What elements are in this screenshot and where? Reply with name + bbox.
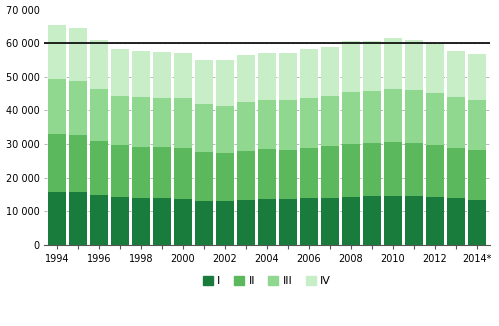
Bar [300, 97, 318, 148]
Bar [69, 28, 87, 81]
Bar [174, 199, 192, 245]
Bar [300, 148, 318, 198]
Bar [426, 93, 444, 145]
Bar [195, 104, 213, 152]
Bar [384, 89, 402, 142]
Bar [216, 201, 234, 245]
Bar [342, 143, 360, 197]
Bar [405, 196, 423, 245]
Bar [132, 198, 150, 245]
Bar [258, 52, 276, 99]
Bar [153, 198, 171, 245]
Bar [258, 149, 276, 199]
Bar [132, 147, 150, 198]
Bar [90, 40, 108, 89]
Bar [195, 201, 213, 245]
Bar [447, 148, 465, 198]
Bar [69, 135, 87, 192]
Bar [363, 41, 381, 91]
Bar [69, 192, 87, 245]
Bar [447, 198, 465, 245]
Bar [111, 145, 129, 197]
Bar [468, 150, 486, 200]
Bar [384, 196, 402, 245]
Bar [468, 200, 486, 245]
Bar [90, 89, 108, 141]
Bar [237, 200, 255, 245]
Bar [237, 151, 255, 200]
Bar [405, 142, 423, 196]
Bar [342, 41, 360, 92]
Bar [237, 102, 255, 151]
Bar [426, 145, 444, 197]
Bar [342, 92, 360, 143]
Bar [426, 44, 444, 93]
Bar [153, 147, 171, 198]
Bar [300, 49, 318, 97]
Bar [447, 97, 465, 148]
Bar [384, 142, 402, 196]
Bar [174, 148, 192, 199]
Bar [195, 60, 213, 104]
Bar [279, 53, 297, 100]
Bar [90, 141, 108, 195]
Bar [153, 97, 171, 147]
Bar [468, 54, 486, 100]
Bar [258, 199, 276, 245]
Bar [174, 52, 192, 98]
Bar [69, 81, 87, 135]
Bar [153, 52, 171, 97]
Bar [468, 100, 486, 150]
Bar [405, 40, 423, 90]
Bar [363, 196, 381, 245]
Bar [111, 197, 129, 245]
Bar [363, 143, 381, 196]
Bar [132, 97, 150, 147]
Bar [279, 199, 297, 245]
Bar [279, 150, 297, 199]
Legend: I, II, III, IV: I, II, III, IV [199, 272, 335, 291]
Bar [447, 51, 465, 97]
Bar [195, 152, 213, 201]
Bar [300, 198, 318, 245]
Bar [48, 25, 66, 79]
Bar [405, 90, 423, 142]
Bar [384, 38, 402, 89]
Bar [216, 60, 234, 106]
Bar [426, 197, 444, 245]
Bar [321, 47, 339, 96]
Bar [132, 51, 150, 97]
Bar [48, 134, 66, 192]
Bar [321, 96, 339, 146]
Bar [363, 91, 381, 143]
Bar [111, 96, 129, 145]
Bar [174, 98, 192, 148]
Bar [258, 99, 276, 149]
Bar [90, 195, 108, 245]
Bar [321, 146, 339, 198]
Bar [342, 197, 360, 245]
Bar [321, 198, 339, 245]
Bar [48, 192, 66, 245]
Bar [216, 153, 234, 201]
Bar [279, 100, 297, 150]
Bar [237, 55, 255, 102]
Bar [48, 79, 66, 134]
Bar [216, 106, 234, 153]
Bar [111, 49, 129, 96]
